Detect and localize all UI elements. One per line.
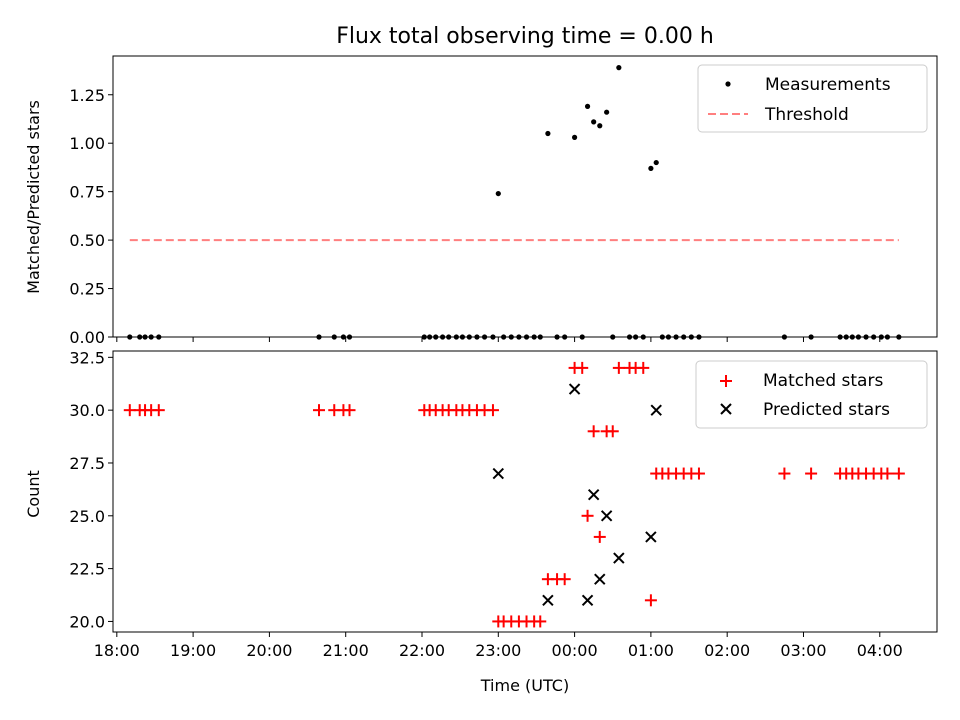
- matched-star-point: [644, 594, 657, 607]
- matched-star-point: [587, 425, 600, 438]
- x-tick-label: 19:00: [170, 641, 216, 660]
- count-y-ticks: 20.0 22.5 25.0 27.5 30.0 32.5: [69, 348, 113, 631]
- predicted-star-point: [587, 488, 600, 501]
- y-tick-label: 27.5: [69, 454, 105, 473]
- measurement-point: [597, 123, 603, 129]
- x-tick-label: 01:00: [628, 641, 674, 660]
- matched-star-point: [534, 615, 547, 628]
- y-tick-label: 0.75: [69, 183, 105, 202]
- matched-star-point: [486, 404, 499, 417]
- measurement-point: [653, 159, 659, 166]
- matched-star-point: [692, 467, 705, 480]
- ratio-legend: Measurements Threshold: [697, 64, 928, 133]
- ratio-panel: Flux total observing time = 0.00 h 0.000…: [24, 24, 938, 347]
- predicted-star-point: [594, 573, 606, 585]
- y-tick-label: 20.0: [69, 612, 105, 631]
- measurement-point: [584, 103, 591, 109]
- y-tick-label: 1.25: [69, 86, 105, 105]
- x-tick-label: 00:00: [552, 641, 598, 660]
- count-x-ticks: 18:00 19:00 20:00 21:00 22:00 23:00 00:00 01:00…: [94, 632, 903, 660]
- matched-star-point: [581, 509, 594, 522]
- x-tick-label: 21:00: [323, 641, 369, 660]
- predicted-star-point: [581, 594, 594, 607]
- x-tick-label: 22:00: [399, 641, 445, 660]
- matched-star-point: [152, 404, 165, 417]
- count-series: [123, 361, 905, 628]
- count-legend: Matched stars Predicted stars: [695, 360, 928, 429]
- legend-predicted-label: Predicted stars: [763, 400, 890, 420]
- measurement-point: [648, 165, 654, 171]
- y-tick-label: 0.50: [69, 231, 105, 250]
- y-tick-label: 30.0: [69, 401, 105, 420]
- ratio-x-ticks: [116, 337, 881, 342]
- legend-predicted-marker: [720, 403, 732, 415]
- matched-star-point: [558, 573, 571, 586]
- matched-star-point: [892, 467, 905, 480]
- predicted-star-point: [492, 467, 505, 480]
- x-tick-label: 03:00: [780, 641, 826, 660]
- count-legend-box: [695, 360, 928, 429]
- measurement-point: [591, 119, 597, 125]
- matched-star-point: [593, 530, 606, 543]
- count-panel: 20.0 22.5 25.0 27.5 30.0 32.5 18:00 19:00 20:00…: [24, 348, 938, 695]
- ratio-legend-box: [697, 64, 928, 133]
- y-tick-label: 25.0: [69, 507, 105, 526]
- predicted-star-point: [645, 531, 657, 543]
- matched-star-point: [606, 425, 619, 438]
- matched-star-point: [778, 467, 791, 480]
- matched-star-point: [313, 404, 325, 417]
- x-axis-label: Time (UTC): [480, 676, 569, 695]
- predicted-star-point: [613, 552, 625, 564]
- x-tick-label: 20:00: [246, 641, 292, 660]
- matched-star-point: [805, 467, 818, 480]
- measurement-point: [545, 130, 551, 137]
- matched-star-point: [576, 361, 589, 374]
- legend-measurements-label: Measurements: [765, 75, 891, 95]
- legend-matched-marker: [720, 375, 732, 387]
- predicted-star-point: [650, 404, 662, 416]
- legend-matched-label: Matched stars: [763, 371, 883, 391]
- ratio-y-label: Matched/Predicted stars: [24, 100, 43, 294]
- count-y-label: Count: [24, 470, 43, 518]
- ratio-y-ticks: 0.00 0.25 0.50 0.75 1.00 1.25: [69, 86, 113, 347]
- matched-star-point: [612, 361, 625, 374]
- measurement-point: [604, 109, 610, 115]
- y-tick-label: 1.00: [69, 134, 105, 153]
- legend-threshold-label: Threshold: [764, 105, 849, 125]
- predicted-star-point: [600, 510, 613, 522]
- ratio-axes-frame: [112, 55, 938, 338]
- matched-star-point: [881, 467, 894, 480]
- x-tick-label: 18:00: [94, 641, 140, 660]
- x-tick-label: 04:00: [857, 641, 903, 660]
- measurement-point: [495, 190, 501, 197]
- legend-measurements-marker: [725, 81, 731, 87]
- predicted-star-point: [542, 594, 554, 607]
- y-tick-label: 0.25: [69, 280, 105, 299]
- matched-star-point: [343, 404, 356, 417]
- y-tick-label: 22.5: [69, 560, 105, 579]
- chart-title: Flux total observing time = 0.00 h: [336, 24, 714, 49]
- predicted-star-point: [568, 383, 581, 395]
- x-tick-label: 02:00: [704, 641, 750, 660]
- y-tick-label: 0.00: [69, 328, 105, 347]
- count-axes-frame: [112, 350, 938, 633]
- x-tick-label: 23:00: [475, 641, 521, 660]
- matched-star-point: [637, 361, 650, 374]
- y-tick-label: 32.5: [69, 348, 105, 367]
- measurement-point: [571, 134, 578, 140]
- measurement-point: [616, 65, 622, 71]
